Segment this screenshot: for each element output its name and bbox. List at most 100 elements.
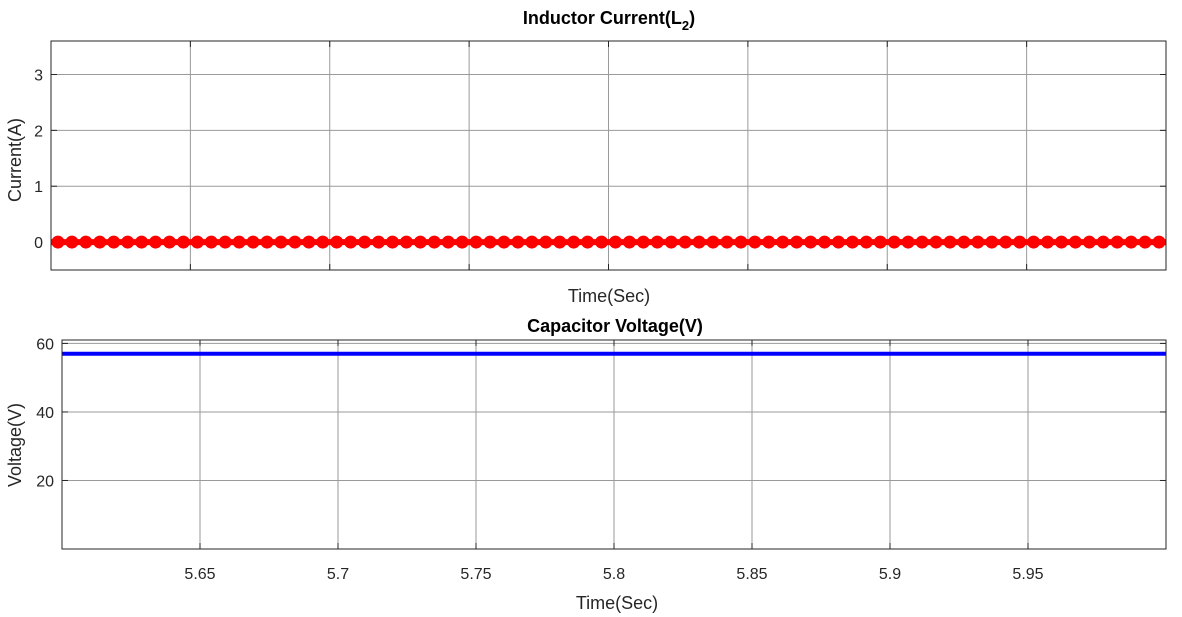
- data-point: [595, 235, 609, 249]
- data-point: [1110, 235, 1124, 249]
- data-point: [218, 235, 232, 249]
- data-point: [1096, 235, 1110, 249]
- data-point: [720, 235, 734, 249]
- data-point: [706, 235, 720, 249]
- data-point: [469, 235, 483, 249]
- data-point: [985, 235, 999, 249]
- data-point: [1041, 235, 1055, 249]
- data-point: [149, 235, 163, 249]
- data-point: [1138, 235, 1152, 249]
- y-tick-label: 40: [36, 405, 54, 422]
- y-tick-label: 0: [34, 235, 43, 252]
- capacitor-voltage-title: Capacitor Voltage(V): [527, 316, 703, 336]
- data-point: [1152, 235, 1166, 249]
- y-tick-label: 1: [34, 179, 43, 196]
- data-point: [818, 235, 832, 249]
- x-tick-label: 5.7: [327, 566, 349, 583]
- data-point: [413, 235, 427, 249]
- data-point: [427, 235, 441, 249]
- data-point: [887, 235, 901, 249]
- x-tick-label: 5.9: [879, 566, 901, 583]
- data-point: [316, 235, 330, 249]
- data-point: [873, 235, 887, 249]
- x-tick-label: 5.95: [1012, 566, 1043, 583]
- data-point: [804, 235, 818, 249]
- data-point: [1082, 235, 1096, 249]
- data-point: [734, 235, 748, 249]
- data-point: [901, 235, 915, 249]
- inductor-current-ylabel: Current(A): [5, 118, 25, 202]
- data-point: [441, 235, 455, 249]
- data-point: [692, 235, 706, 249]
- data-point: [622, 235, 636, 249]
- data-point: [385, 235, 399, 249]
- data-point: [162, 235, 176, 249]
- data-point: [999, 235, 1013, 249]
- axes-border: [50, 40, 1167, 271]
- data-point: [232, 235, 246, 249]
- data-point: [107, 235, 121, 249]
- capacitor-voltage-axes: Capacitor Voltage(V) Time(Sec) Voltage(V…: [5, 316, 1167, 613]
- data-point: [135, 235, 149, 249]
- data-point: [608, 235, 622, 249]
- data-point: [246, 235, 260, 249]
- data-point: [176, 235, 190, 249]
- y-tick-label: 20: [36, 473, 54, 490]
- data-point: [1027, 235, 1041, 249]
- data-point: [79, 235, 93, 249]
- data-point: [929, 235, 943, 249]
- data-point: [302, 235, 316, 249]
- data-point: [51, 235, 65, 249]
- data-point: [915, 235, 929, 249]
- data-point: [1068, 235, 1082, 249]
- data-point: [330, 235, 344, 249]
- data-point: [567, 235, 581, 249]
- data-point: [539, 235, 553, 249]
- data-point: [399, 235, 413, 249]
- capacitor-voltage-ylabel: Voltage(V): [5, 403, 25, 487]
- data-point: [943, 235, 957, 249]
- data-point: [957, 235, 971, 249]
- data-point: [358, 235, 372, 249]
- data-point: [497, 235, 511, 249]
- data-point: [831, 235, 845, 249]
- inductor-current-axes: Inductor Current(L2) Time(Sec) Current(A…: [5, 8, 1167, 306]
- data-point: [93, 235, 107, 249]
- data-point: [748, 235, 762, 249]
- data-point: [204, 235, 218, 249]
- data-point: [553, 235, 567, 249]
- x-tick-label: 5.8: [603, 566, 625, 583]
- data-point: [1013, 235, 1027, 249]
- data-point: [845, 235, 859, 249]
- data-point: [260, 235, 274, 249]
- data-point: [859, 235, 873, 249]
- axes-border: [61, 339, 1167, 550]
- data-point: [581, 235, 595, 249]
- x-tick-label: 5.75: [460, 566, 491, 583]
- inductor-current-title: Inductor Current(L2): [523, 8, 695, 33]
- x-tick-label: 5.85: [736, 566, 767, 583]
- capacitor-voltage-xlabel: Time(Sec): [576, 593, 658, 613]
- data-point: [525, 235, 539, 249]
- data-point: [971, 235, 985, 249]
- inductor-current-xlabel: Time(Sec): [568, 286, 650, 306]
- data-point: [511, 235, 525, 249]
- y-tick-label: 60: [36, 336, 54, 353]
- data-point: [483, 235, 497, 249]
- data-point: [344, 235, 358, 249]
- data-point: [1124, 235, 1138, 249]
- data-point: [288, 235, 302, 249]
- y-tick-label: 3: [34, 68, 43, 85]
- data-point: [455, 235, 469, 249]
- data-point: [1054, 235, 1068, 249]
- x-tick-label: 5.65: [184, 566, 215, 583]
- data-point: [636, 235, 650, 249]
- data-point: [762, 235, 776, 249]
- data-point: [65, 235, 79, 249]
- data-point: [790, 235, 804, 249]
- data-point: [678, 235, 692, 249]
- data-point: [190, 235, 204, 249]
- data-point: [121, 235, 135, 249]
- data-point: [274, 235, 288, 249]
